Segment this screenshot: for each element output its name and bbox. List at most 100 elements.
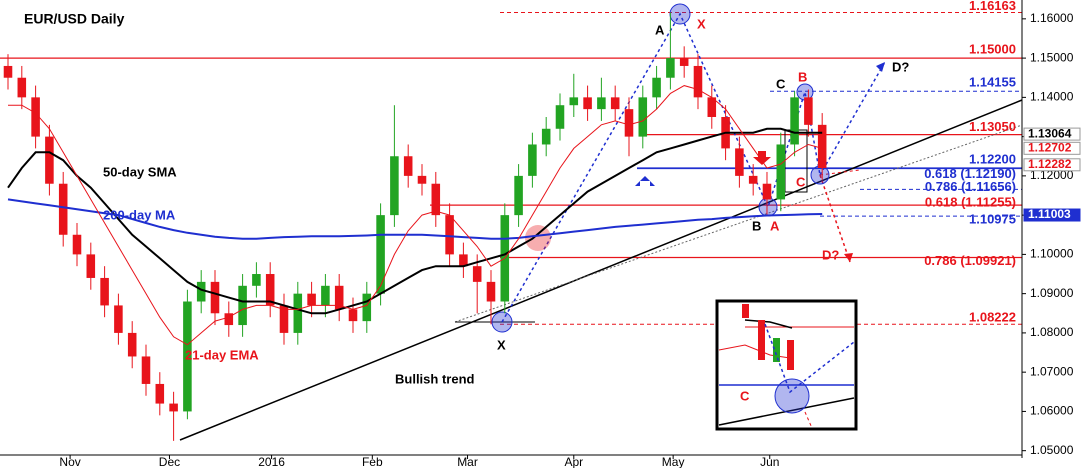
candle-body xyxy=(334,285,344,310)
candle-body xyxy=(45,136,54,184)
inset-candle xyxy=(787,340,794,370)
candle-body xyxy=(376,215,385,294)
candle-body xyxy=(555,105,565,129)
indicator-lines xyxy=(7,85,823,346)
y-tick-label: 1.05000 xyxy=(1030,443,1074,457)
candle-body xyxy=(472,266,482,282)
candle-body xyxy=(238,285,247,326)
candle-body xyxy=(790,97,799,145)
candle-body xyxy=(348,309,358,322)
axes: 1.05000 1.06000 1.07000 1.08000 1.09000 1.100… xyxy=(59,11,1081,468)
inset-trendline xyxy=(718,397,855,426)
annotation: C xyxy=(740,388,750,403)
level-label: 0.618 (1.12190) xyxy=(924,166,1016,181)
pivot-circle xyxy=(491,311,513,333)
level-label: 0.618 (1.11255) xyxy=(925,195,1016,210)
chart-title: EUR/USD Daily xyxy=(24,11,125,27)
trendline xyxy=(179,99,1023,441)
candles xyxy=(3,12,827,441)
candle-body xyxy=(224,313,234,326)
candle-body xyxy=(707,97,717,117)
candle-body xyxy=(390,156,399,216)
price-tag: 1.12282 xyxy=(1028,157,1072,171)
y-tick-label: 1.16000 xyxy=(1030,11,1074,25)
level-label: 0.786 (1.09921) xyxy=(924,253,1016,268)
indicator-line xyxy=(7,127,823,315)
price-tag-box xyxy=(1023,158,1081,172)
annotation: D? xyxy=(822,247,839,262)
candle-body xyxy=(541,128,551,145)
price-tag: 1.12702 xyxy=(1028,140,1072,154)
candle-body xyxy=(514,175,523,216)
x-tick-label: 2016 xyxy=(258,455,285,468)
indicator-line xyxy=(8,85,823,346)
candle-body xyxy=(431,183,441,216)
indicator-line xyxy=(7,198,823,240)
pattern-line xyxy=(819,61,886,176)
candle-body xyxy=(31,97,40,137)
candle-body xyxy=(748,175,758,184)
level-label: 1.08222 xyxy=(969,310,1016,325)
level-label: 0.786 (1.11656) xyxy=(925,179,1016,194)
y-tick-label: 1.09000 xyxy=(1030,286,1074,300)
y-tick-label: 1.10000 xyxy=(1030,247,1074,261)
x-tick-label: Mar xyxy=(457,455,478,468)
annotation: Bullish trend xyxy=(395,371,475,386)
pivot-circle xyxy=(810,165,830,185)
candle-body xyxy=(624,109,634,137)
y-tick-label: 1.14000 xyxy=(1030,90,1074,104)
level-label: 1.14155 xyxy=(969,75,1016,90)
annotation: X xyxy=(497,337,506,352)
annotation: B xyxy=(798,69,807,84)
level-label: 1.15000 xyxy=(969,42,1016,57)
labels: 1.161631.150001.141551.130501.122000.618… xyxy=(103,0,1016,403)
inset xyxy=(715,299,858,431)
candle-body xyxy=(293,293,303,333)
inset-sma xyxy=(744,319,793,329)
pattern-line xyxy=(819,169,861,176)
pivot-circle xyxy=(758,197,778,217)
x-tick-label: Nov xyxy=(59,455,80,468)
annotation: 50-day SMA xyxy=(103,164,177,179)
candle-body xyxy=(100,277,109,306)
candle-body xyxy=(183,301,192,412)
inset-candle xyxy=(758,320,765,360)
annotation: A xyxy=(655,22,665,37)
candle-body xyxy=(459,254,468,267)
price-tag-box xyxy=(1023,208,1081,222)
candle-body xyxy=(86,254,96,278)
candle-body xyxy=(196,281,206,302)
y-tick-label: 1.07000 xyxy=(1030,364,1074,378)
x-tick-label: May xyxy=(662,455,685,468)
arrow-head xyxy=(844,253,853,262)
annotation: C xyxy=(796,174,806,189)
candle-body xyxy=(652,77,661,98)
x-tick-label: Feb xyxy=(362,455,383,468)
candle-body xyxy=(307,293,316,306)
candle-body xyxy=(141,356,151,384)
candle-body xyxy=(762,183,772,200)
candle-body xyxy=(693,65,703,98)
candle-body xyxy=(252,274,261,286)
annotation: C xyxy=(776,76,786,91)
candle-body xyxy=(17,77,27,98)
candle-body xyxy=(445,215,454,255)
candle-body xyxy=(114,305,123,333)
candle-body xyxy=(279,305,289,333)
annotation: 21-day EMA xyxy=(185,347,259,362)
annotation: D? xyxy=(892,59,909,74)
candle-body xyxy=(210,281,220,314)
price-tag-box xyxy=(1023,127,1081,141)
price-tag: 1.11003 xyxy=(1028,207,1071,221)
candle-body xyxy=(597,97,606,110)
cross-circle xyxy=(525,225,551,251)
level-label: 1.13050 xyxy=(969,119,1016,134)
candle-body xyxy=(583,97,592,110)
candle-body xyxy=(321,285,330,306)
candle-body xyxy=(58,183,68,235)
y-tick-label: 1.15000 xyxy=(1030,50,1074,64)
inset-pattern xyxy=(764,323,855,394)
inset-circle xyxy=(774,378,810,414)
candle-body xyxy=(776,144,786,200)
